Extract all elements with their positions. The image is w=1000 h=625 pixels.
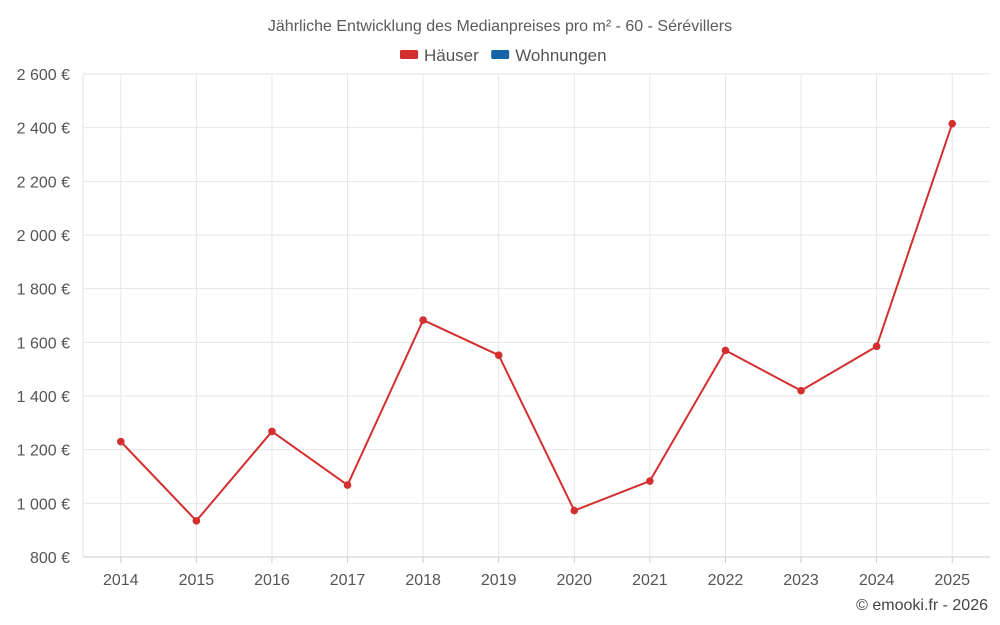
y-tick-label: 2 400 €	[17, 121, 70, 138]
gridlines	[82, 73, 990, 558]
y-tick-label: 2 600 €	[17, 67, 70, 84]
data-point[interactable]	[192, 516, 201, 525]
y-tick-label: 1 800 €	[17, 282, 70, 299]
series-line-häuser	[120, 123, 954, 522]
legend-swatch	[491, 50, 510, 59]
legend-label[interactable]: Wohnungen	[515, 46, 606, 65]
x-tick-label: 2021	[632, 572, 668, 589]
legend-swatch	[400, 50, 418, 59]
x-tick-label: 2018	[405, 572, 441, 589]
data-point[interactable]	[872, 342, 881, 351]
series-layer	[116, 119, 957, 525]
y-tick-label: 2 000 €	[17, 228, 70, 245]
data-point[interactable]	[494, 351, 503, 360]
y-tick-label: 1 600 €	[17, 335, 70, 352]
x-tick-label: 2025	[934, 572, 970, 589]
axes: 800 € 1 000 € 1 200 € 1 400 € 1 600 € 1 800 €…	[17, 67, 970, 589]
x-tick-label: 2014	[103, 572, 139, 589]
chart-title: Jährliche Entwicklung des Medianpreises …	[268, 18, 732, 35]
x-tick-label: 2019	[481, 572, 517, 589]
data-point[interactable]	[268, 427, 276, 436]
x-tick-label: 2015	[179, 572, 215, 589]
legend-label[interactable]: Häuser	[424, 46, 479, 65]
copyright-credit: © emooki.fr - 2026	[856, 597, 988, 614]
data-point[interactable]	[570, 506, 579, 515]
x-tick-label: 2020	[556, 572, 592, 589]
data-point[interactable]	[721, 346, 730, 355]
data-point[interactable]	[343, 481, 352, 489]
data-point[interactable]	[419, 316, 427, 324]
x-tick-label: 2016	[254, 572, 290, 589]
y-tick-label: 2 200 €	[17, 174, 70, 191]
x-tick-label: 2017	[330, 572, 366, 589]
data-point[interactable]	[797, 386, 805, 395]
data-point[interactable]	[646, 477, 654, 485]
x-tick-label: 2024	[859, 572, 895, 589]
legend: Häuser Wohnungen	[400, 46, 607, 65]
x-tick-label: 2023	[783, 572, 819, 589]
y-tick-label: 1 000 €	[17, 496, 70, 513]
data-point[interactable]	[948, 119, 957, 128]
y-tick-label: 1 400 €	[17, 389, 70, 406]
data-point[interactable]	[116, 437, 125, 446]
y-tick-label: 800 €	[30, 550, 70, 567]
y-tick-label: 1 200 €	[17, 443, 70, 460]
x-tick-label: 2022	[708, 572, 744, 589]
